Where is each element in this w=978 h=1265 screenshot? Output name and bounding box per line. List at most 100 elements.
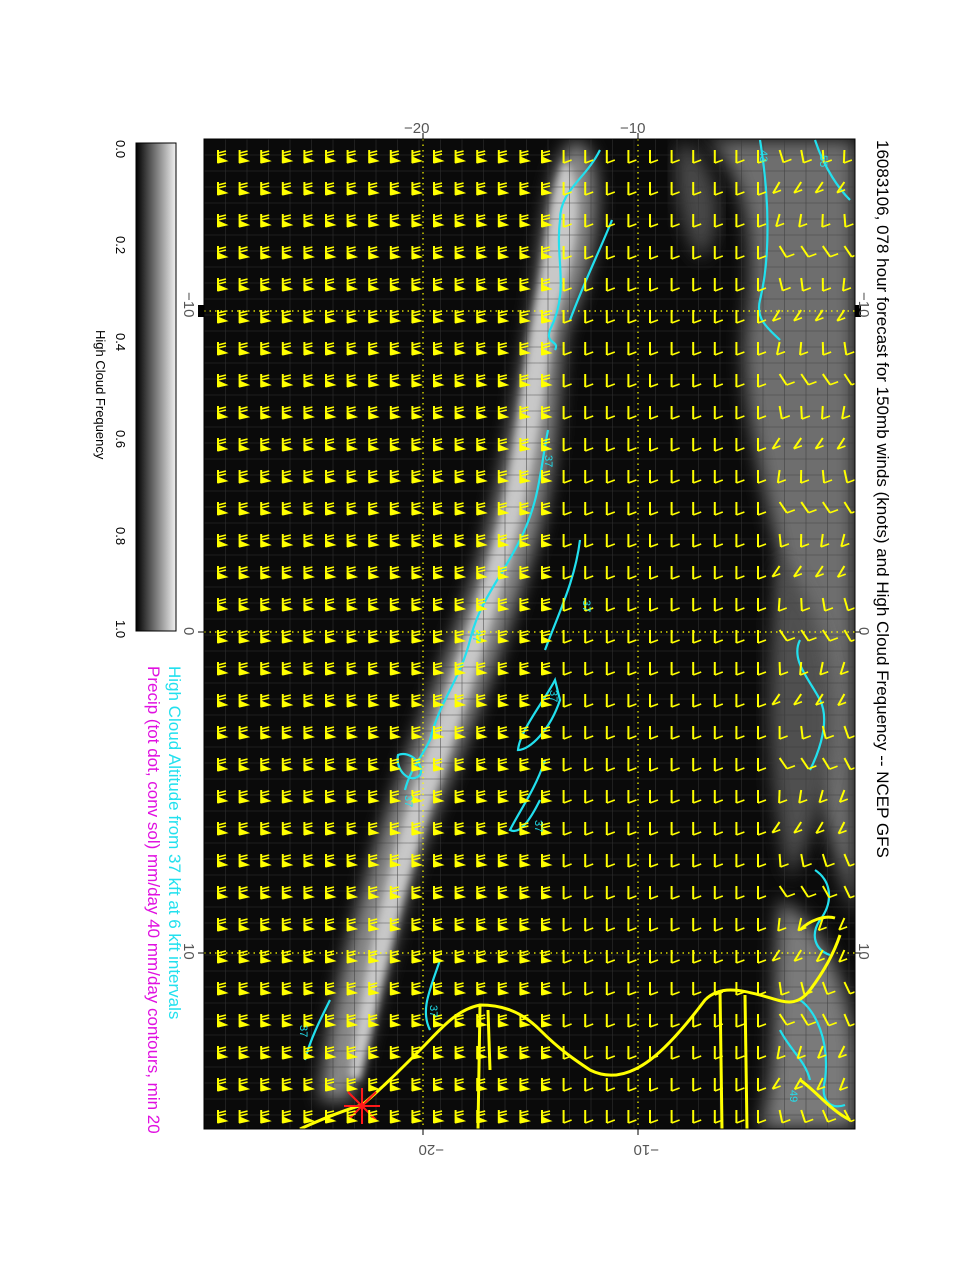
wind-barb xyxy=(670,1078,680,1092)
wind-barb xyxy=(368,726,380,740)
wind-barb xyxy=(368,470,380,484)
wind-barb xyxy=(217,950,229,964)
wind-barb xyxy=(454,726,467,740)
wind-barb xyxy=(541,822,553,836)
wind-barb xyxy=(217,342,229,356)
wind-barb xyxy=(389,406,402,420)
wind-barb xyxy=(217,1078,229,1092)
wind-barb xyxy=(713,886,724,900)
wind-barb xyxy=(584,438,594,452)
wind-barb xyxy=(368,694,380,708)
wind-barb xyxy=(713,278,724,292)
wind-barb xyxy=(433,310,445,324)
wind-barb xyxy=(821,981,836,995)
map-background xyxy=(204,139,855,1129)
wind-barb xyxy=(476,630,488,644)
wind-barb xyxy=(433,342,445,356)
wind-barb xyxy=(346,726,359,740)
reference-lines xyxy=(204,139,855,1129)
wind-barb xyxy=(692,214,702,228)
wind-barb xyxy=(476,150,488,164)
wind-barb xyxy=(217,150,229,164)
wind-barb xyxy=(476,886,488,900)
wind-barb xyxy=(713,342,724,356)
wind-barb xyxy=(692,694,702,708)
wind-barb xyxy=(821,213,831,228)
wind-barb xyxy=(584,758,594,772)
wind-barb xyxy=(519,374,531,388)
wind-barb xyxy=(562,982,572,996)
wind-barb xyxy=(843,501,855,514)
wind-barb xyxy=(281,790,294,804)
wind-barb xyxy=(238,1046,251,1060)
wind-barb xyxy=(238,726,251,740)
wind-barb xyxy=(562,950,572,964)
wind-barb xyxy=(605,278,616,292)
wind-barb xyxy=(217,406,229,420)
wind-barb xyxy=(649,630,659,644)
colorbar-tick: 0.8 xyxy=(113,527,128,546)
wind-barb xyxy=(605,470,616,484)
wind-barb xyxy=(260,726,272,740)
wind-barb xyxy=(800,629,817,642)
wind-barb xyxy=(368,822,380,836)
wind-barb xyxy=(627,1078,637,1092)
wind-barb xyxy=(389,886,402,900)
wind-barb xyxy=(260,790,272,804)
wind-barb xyxy=(839,661,849,676)
wind-barb xyxy=(713,694,724,708)
wind-barb xyxy=(260,918,272,932)
wind-barb xyxy=(497,374,510,388)
wind-barb xyxy=(346,278,359,292)
wind-barb xyxy=(497,918,510,932)
wind-barb xyxy=(476,822,488,836)
wind-barb xyxy=(217,854,229,868)
wind-barb xyxy=(842,149,853,164)
wind-barb xyxy=(818,789,828,804)
wind-barb xyxy=(562,310,572,324)
wind-barb xyxy=(389,502,402,516)
wind-barb xyxy=(713,1078,724,1092)
wind-barb xyxy=(411,918,423,932)
wind-barb xyxy=(325,1046,337,1060)
wind-barb xyxy=(562,470,572,484)
wind-barb xyxy=(476,502,488,516)
wind-barb xyxy=(821,1109,837,1123)
wind-barb xyxy=(778,1013,795,1026)
wind-barb xyxy=(821,853,835,868)
wind-barb xyxy=(541,886,553,900)
wind-barb xyxy=(433,534,445,548)
wind-barb xyxy=(649,406,659,420)
wind-barb xyxy=(346,310,359,324)
wind-barb xyxy=(497,502,510,516)
wind-barb xyxy=(735,214,745,228)
wind-barb xyxy=(757,246,767,260)
wind-barb xyxy=(757,1014,767,1028)
wind-barb xyxy=(433,1046,445,1060)
wind-barb xyxy=(454,630,467,644)
wind-barb xyxy=(605,502,616,516)
wind-barb xyxy=(238,758,251,772)
wind-barb xyxy=(411,694,423,708)
wind-barb xyxy=(368,278,380,292)
wind-barb xyxy=(411,886,423,900)
border-line xyxy=(798,915,836,932)
wind-barb xyxy=(821,757,838,770)
wind-barb xyxy=(562,182,572,196)
wind-barb xyxy=(541,406,553,420)
wind-barb xyxy=(562,1078,572,1092)
wind-barb xyxy=(837,821,847,835)
wind-barb xyxy=(325,406,337,420)
wind-barb xyxy=(776,1045,786,1060)
colorbar-label: High Cloud Frequency xyxy=(93,330,108,460)
wind-barb xyxy=(433,982,445,996)
wind-barb xyxy=(411,758,423,772)
wind-barb xyxy=(238,406,251,420)
wind-barb xyxy=(584,534,594,548)
wind-barb xyxy=(346,1110,359,1124)
wind-barb xyxy=(433,246,445,260)
wind-barb xyxy=(776,469,787,484)
wind-barb xyxy=(433,854,445,868)
wind-barb xyxy=(757,1110,767,1124)
wind-barb xyxy=(433,630,445,644)
